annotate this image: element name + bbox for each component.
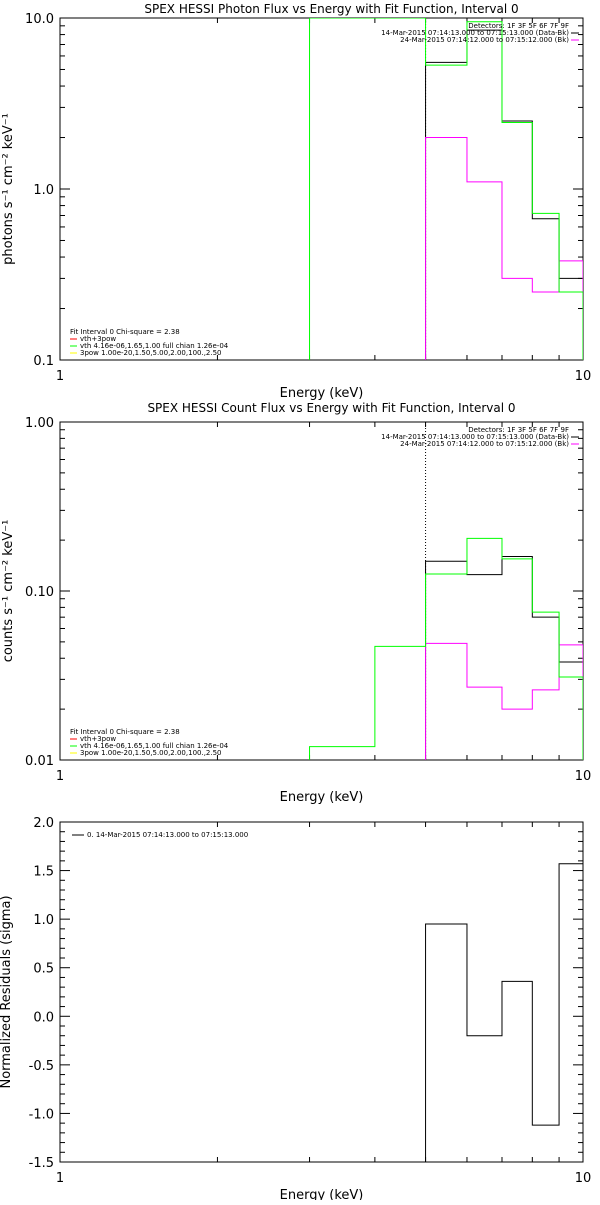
y-tick-label: -0.5 <box>29 1059 54 1074</box>
header-line: Detectors: 1F 3F 5F 6F 7F 9F <box>468 426 569 434</box>
y-tick-label: 1.00 <box>25 416 54 431</box>
x-tick-label: 10 <box>575 369 592 384</box>
chart-panel-1: SPEX HESSI Photon Flux vs Energy with Fi… <box>1 2 591 401</box>
plot-frame <box>59 17 584 361</box>
header-line: 24-Mar-2015 07:14:12.000 to 07:15:12.000… <box>400 36 569 44</box>
y-tick-label: -1.5 <box>29 1156 54 1171</box>
legend-line: vth+3pow <box>80 335 116 343</box>
data-area <box>309 18 583 360</box>
header-line: 24-Mar-2015 07:14:12.000 to 07:15:12.000… <box>400 440 569 448</box>
y-tick-label: 10.0 <box>25 12 54 27</box>
series-2-histogram <box>425 137 583 360</box>
chart-panel-2: SPEX HESSI Count Flux vs Energy with Fit… <box>1 401 591 805</box>
legend-line: Fit Interval 0 Chi-square = 2.38 <box>70 328 180 336</box>
series-2-histogram <box>425 642 583 760</box>
y-axis-label: counts s⁻¹ cm⁻² keV⁻¹ <box>1 520 16 663</box>
y-tick-label: 1.0 <box>33 183 54 198</box>
plot-frame <box>59 821 584 1163</box>
legend-line: vth 4.16e-06,1.65,1.00 full chian 1.26e-… <box>80 342 229 350</box>
series-1-histogram <box>425 863 583 1162</box>
x-tick-label: 1 <box>56 369 64 384</box>
chart-title: SPEX HESSI Photon Flux vs Energy with Fi… <box>144 2 518 16</box>
header-line: 14-Mar-2015 07:14:13.000 to 07:15:13.000… <box>381 433 569 441</box>
chart-title: SPEX HESSI Count Flux vs Energy with Fit… <box>147 401 515 415</box>
header-line: Detectors: 1F 3F 5F 6F 7F 9F <box>468 22 569 30</box>
x-tick-label: 10 <box>575 1171 592 1186</box>
y-tick-label: -1.0 <box>29 1107 54 1122</box>
y-tick-label: 1.0 <box>33 913 54 928</box>
x-tick-label: 10 <box>575 769 592 784</box>
data-area <box>309 537 583 760</box>
y-tick-label: 0.01 <box>25 754 54 769</box>
x-axis-label: Energy (keV) <box>280 1188 364 1200</box>
y-tick-label: 0.0 <box>33 1010 54 1025</box>
series-3-histogram <box>309 18 583 360</box>
legend-line: 3pow 1.00e-20,1.50,5.00,2.00,100.,2.50 <box>80 349 222 357</box>
legend-line: 0. 14-Mar-2015 07:14:13.000 to 07:15:13.… <box>87 831 248 839</box>
x-axis-label: Energy (keV) <box>280 790 364 805</box>
series-1-histogram <box>425 556 583 760</box>
y-axis-label: photons s⁻¹ cm⁻² keV⁻¹ <box>1 113 16 265</box>
y-tick-label: 0.1 <box>33 354 54 369</box>
x-tick-label: 1 <box>56 769 64 784</box>
legend-line: 3pow 1.00e-20,1.50,5.00,2.00,100.,2.50 <box>80 749 222 757</box>
x-tick-label: 1 <box>56 1171 64 1186</box>
x-axis-label: Energy (keV) <box>280 386 364 401</box>
series-1-histogram <box>425 29 583 360</box>
y-tick-label: 0.5 <box>33 962 54 977</box>
y-tick-label: 1.5 <box>33 865 54 880</box>
legend-line: vth 4.16e-06,1.65,1.00 full chian 1.26e-… <box>80 742 229 750</box>
y-tick-label: 0.10 <box>25 585 54 600</box>
series-3-histogram <box>309 537 583 760</box>
header-line: 14-Mar-2015 07:14:13.000 to 07:15:13.000… <box>381 29 569 37</box>
legend-line: vth+3pow <box>80 735 116 743</box>
chart-panel-3: 1 10 -1.5 -1.0 -0.5 0.0 0.5 1.0 1.5 2.0 Energy (ke… <box>0 816 592 1203</box>
data-area <box>425 863 583 1162</box>
y-axis-label: Normalized Residuals (sigma) <box>0 895 14 1088</box>
y-tick-label: 2.0 <box>33 816 54 831</box>
legend-line: Fit Interval 0 Chi-square = 2.38 <box>70 728 180 736</box>
